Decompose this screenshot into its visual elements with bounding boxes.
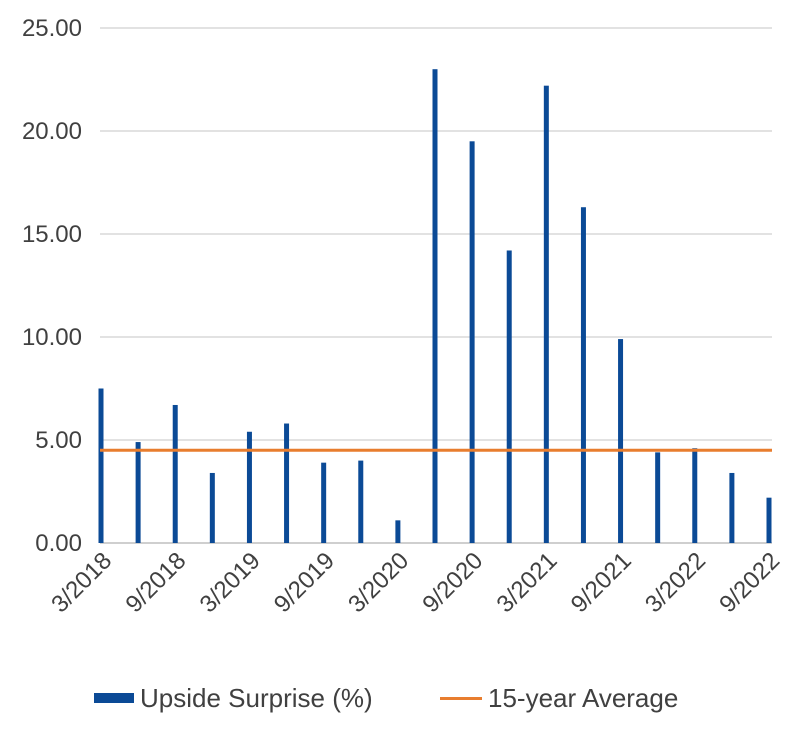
x-tick-label: 3/2019 [195, 547, 266, 618]
y-tick-label: 0.00 [35, 530, 82, 557]
bar [506, 250, 512, 544]
bar [469, 141, 475, 544]
bar [135, 442, 141, 543]
bar [729, 472, 735, 543]
legend-line-swatch [440, 696, 482, 700]
legend-item-average: 15-year Average [440, 676, 678, 720]
legend-item-bars: Upside Surprise (%) [94, 676, 373, 720]
legend-bar-swatch [94, 693, 134, 703]
y-tick-label: 25.00 [22, 15, 82, 42]
bar [284, 423, 290, 543]
x-tick-label: 3/2021 [492, 547, 563, 618]
y-tick-label: 15.00 [22, 221, 82, 248]
legend: Upside Surprise (%) 15-year Average [0, 676, 800, 720]
x-tick-label: 3/2018 [46, 547, 117, 618]
bar [246, 431, 252, 543]
x-tick-label: 9/2018 [120, 547, 191, 618]
legend-label-average: 15-year Average [488, 682, 679, 713]
x-tick-label: 9/2019 [269, 547, 340, 618]
bar [766, 497, 772, 543]
x-axis: 3/2018 9/2018 3/2019 9/2019 3/2020 9/2020 3/20… [46, 547, 785, 618]
bar [172, 404, 178, 543]
y-tick-label: 20.00 [22, 118, 82, 145]
bar [98, 388, 104, 543]
y-tick-label: 10.00 [22, 324, 82, 351]
bar [580, 207, 586, 543]
bar [432, 69, 438, 543]
y-tick-label: 5.00 [35, 427, 82, 454]
legend-label-bars: Upside Surprise (%) [140, 682, 373, 713]
bar [395, 520, 401, 543]
bar [618, 339, 624, 543]
bar [358, 460, 364, 543]
x-tick-label: 9/2022 [714, 547, 785, 618]
bar [655, 452, 661, 543]
x-tick-label: 9/2020 [417, 547, 488, 618]
y-axis: 0.00 5.00 10.00 15.00 20.00 25.00 [22, 15, 82, 557]
x-tick-label: 3/2020 [343, 547, 414, 618]
bar [692, 448, 698, 543]
bar [321, 462, 327, 543]
bar-series [98, 69, 772, 544]
x-tick-label: 9/2021 [566, 547, 637, 618]
x-tick-label: 3/2022 [640, 547, 711, 618]
bar [209, 472, 215, 543]
bar [543, 85, 549, 544]
